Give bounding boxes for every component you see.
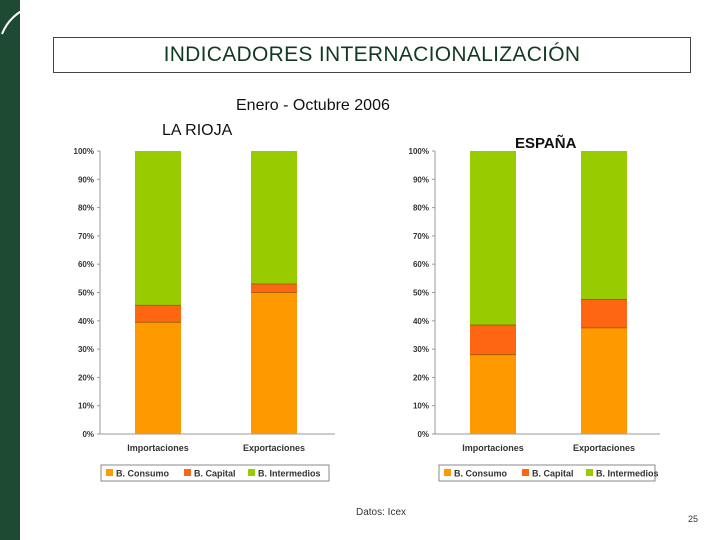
bar-exportaciones-b-consumo xyxy=(581,327,627,434)
source-note: Datos: Icex xyxy=(356,507,407,518)
y-tick-label: 80% xyxy=(413,204,429,213)
bar-importaciones-b-capital xyxy=(135,305,181,323)
y-tick-label: 60% xyxy=(413,260,429,269)
chart-label-espana: ESPAÑA xyxy=(515,135,577,152)
y-tick-label: 30% xyxy=(78,345,94,354)
y-tick-label: 20% xyxy=(413,373,429,382)
chart-la-rioja: 0% 10% 20% 30% 40% 50% 60% 70% 80% 90% 100% Importa… xyxy=(74,147,335,482)
x-category-label: Importaciones xyxy=(462,443,524,453)
bar-exportaciones-b-intermedios xyxy=(581,151,627,300)
y-tick-label: 40% xyxy=(78,317,94,326)
y-tick-label: 70% xyxy=(413,232,429,241)
y-tick-label: 0% xyxy=(82,430,94,439)
y-tick-label: 60% xyxy=(78,260,94,269)
bar-importaciones-b-consumo xyxy=(470,354,516,434)
bar-importaciones-b-consumo xyxy=(135,322,181,434)
y-tick-label: 70% xyxy=(78,232,94,241)
chart-label-la-rioja: LA RIOJA xyxy=(162,122,233,139)
y-tick-label: 0% xyxy=(417,430,429,439)
x-category-label: Importaciones xyxy=(127,443,189,453)
bar-importaciones-b-intermedios xyxy=(135,151,181,306)
bar-exportaciones-b-consumo xyxy=(251,292,297,434)
legend-box xyxy=(438,464,656,482)
legend-swatch xyxy=(522,469,529,476)
y-tick-label: 50% xyxy=(413,289,429,298)
title-box: INDICADORES INTERNACIONALIZACIÓN xyxy=(53,37,691,73)
page-number: 25 xyxy=(688,514,699,524)
y-tick-label: 10% xyxy=(413,402,429,411)
x-category-label: Exportaciones xyxy=(573,443,635,453)
legend-label: B. Consumo xyxy=(454,469,508,479)
y-tick-label: 100% xyxy=(74,147,94,156)
sidebar-band xyxy=(0,0,20,540)
legend-swatch xyxy=(106,469,113,476)
legend-swatch xyxy=(586,469,593,476)
y-tick-label: 90% xyxy=(413,175,429,184)
legend-swatch xyxy=(184,469,191,476)
y-tick-label: 40% xyxy=(413,317,429,326)
subtitle: Enero - Octubre 2006 xyxy=(236,97,390,114)
x-category-label: Exportaciones xyxy=(243,443,305,453)
y-tick-label: 50% xyxy=(78,289,94,298)
legend-label: B. Capital xyxy=(194,469,236,479)
bar-exportaciones-b-intermedios xyxy=(251,151,297,285)
y-tick-label: 90% xyxy=(78,175,94,184)
bar-importaciones-b-intermedios xyxy=(470,151,516,326)
sidebar-curve-decoration xyxy=(1,5,33,35)
y-tick-label: 80% xyxy=(78,204,94,213)
legend-swatch xyxy=(248,469,255,476)
page-title: INDICADORES INTERNACIONALIZACIÓN xyxy=(163,43,581,66)
legend-label: B. Capital xyxy=(532,469,574,479)
y-tick-label: 20% xyxy=(78,373,94,382)
legend-label: B. Intermedios xyxy=(258,469,321,479)
y-tick-label: 100% xyxy=(409,147,429,156)
bar-exportaciones-b-capital xyxy=(251,284,297,293)
y-tick-label: 30% xyxy=(413,345,429,354)
bar-exportaciones-b-capital xyxy=(581,299,627,328)
bar-importaciones-b-capital xyxy=(470,325,516,355)
y-tick-label: 10% xyxy=(78,402,94,411)
legend-box xyxy=(100,464,330,482)
chart-espana: 0% 10% 20% 30% 40% 50% 60% 70% 80% 90% 100% Importa… xyxy=(409,147,660,482)
legend-label: B. Intermedios xyxy=(596,469,659,479)
legend-swatch xyxy=(444,469,451,476)
legend-label: B. Consumo xyxy=(116,469,170,479)
